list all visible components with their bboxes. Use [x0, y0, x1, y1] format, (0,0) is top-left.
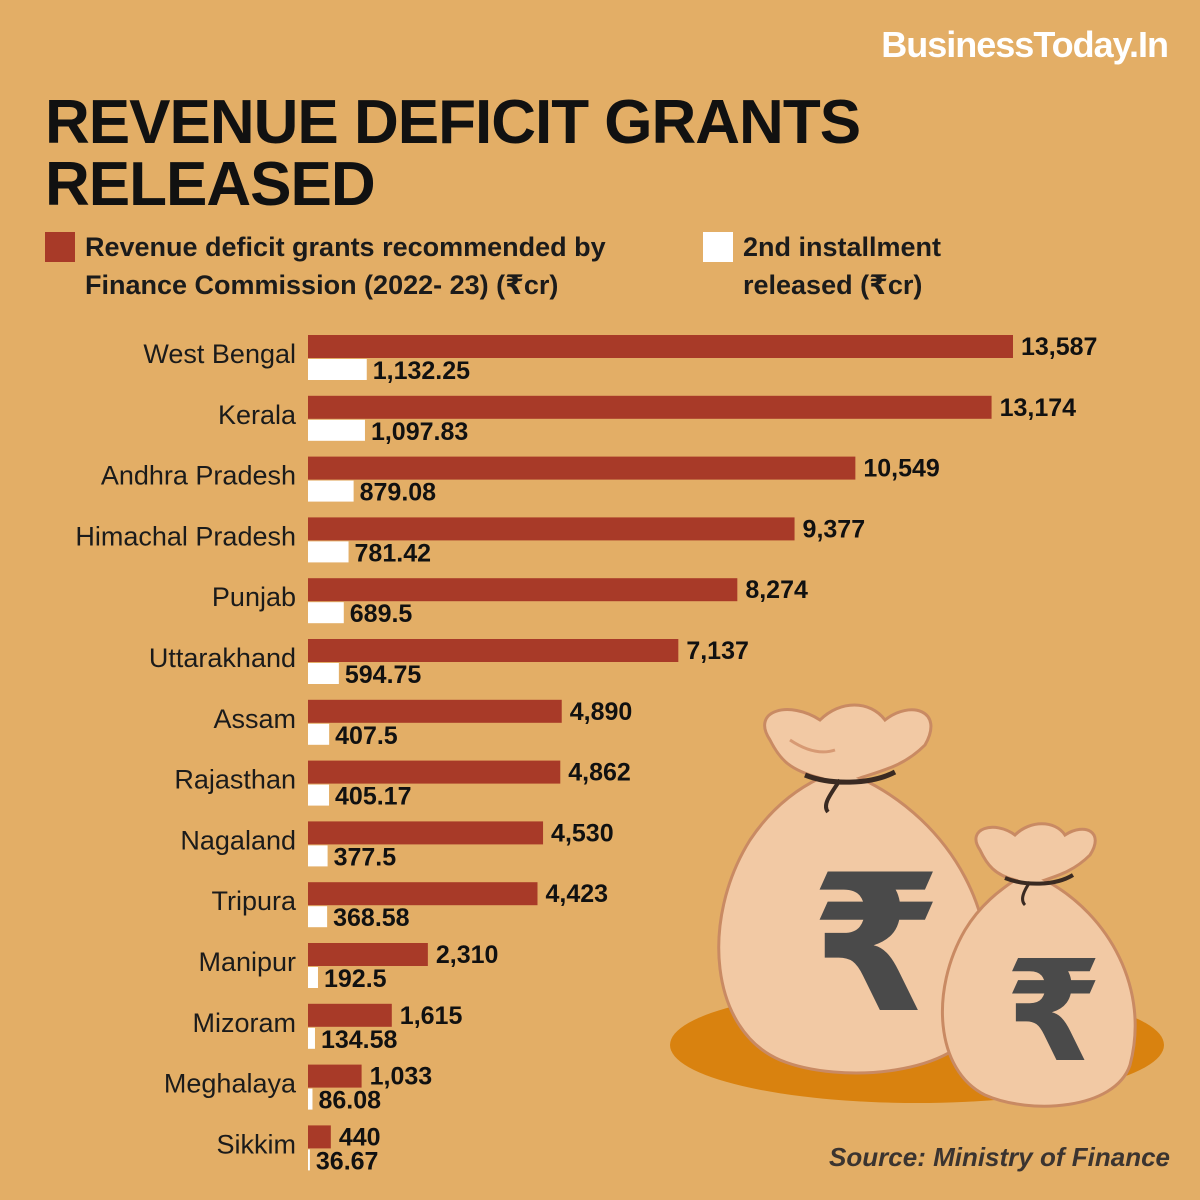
- category-label: Kerala: [218, 400, 297, 430]
- value-label-recommended: 4,423: [545, 880, 608, 908]
- bar-released: [308, 419, 365, 441]
- value-label-released: 407.5: [335, 722, 398, 750]
- value-label-recommended: 1,615: [400, 1002, 463, 1030]
- small-money-bag: ₹: [941, 822, 1137, 1108]
- bar-recommended: [308, 335, 1013, 358]
- bar-recommended: [308, 821, 544, 845]
- value-label-released: 134.58: [321, 1026, 398, 1054]
- value-label-recommended: 4,862: [568, 759, 631, 787]
- category-label: Mizoram: [192, 1008, 296, 1038]
- value-label-released: 192.5: [324, 965, 387, 993]
- bar-released: [308, 1149, 310, 1171]
- value-label-released: 36.67: [316, 1147, 379, 1175]
- category-label: Uttarakhand: [149, 643, 296, 673]
- value-label-recommended: 8,274: [745, 576, 808, 604]
- value-label-recommended: 4,530: [551, 819, 614, 847]
- legend-released: 2nd installment released (₹cr): [703, 228, 993, 304]
- bar-released: [308, 1088, 313, 1110]
- bar-released: [308, 784, 330, 806]
- bar-recommended: [308, 1064, 362, 1088]
- source-note: Source: Ministry of Finance: [829, 1142, 1170, 1172]
- value-label-released: 594.75: [345, 661, 422, 689]
- value-label-released: 377.5: [334, 843, 397, 871]
- bar-released: [308, 359, 367, 380]
- bar-released: [308, 541, 349, 563]
- value-label-recommended: 13,587: [1021, 333, 1097, 361]
- legend-swatch-released: [703, 232, 733, 262]
- category-label: Tripura: [211, 886, 297, 916]
- bar-recommended: [308, 699, 562, 723]
- chart-title: REVENUE DEFICIT GRANTS RELEASED: [45, 88, 861, 219]
- category-label: Meghalaya: [164, 1069, 297, 1099]
- value-label-recommended: 10,549: [863, 455, 939, 483]
- bar-released: [308, 723, 330, 745]
- rupee-icon: ₹: [1005, 931, 1102, 1094]
- bar-released: [308, 906, 328, 928]
- money-bags-illustration: ₹ ₹: [670, 703, 1164, 1108]
- legend-recommended: Revenue deficit grants recommended by Fi…: [45, 228, 665, 304]
- value-label-recommended: 2,310: [436, 941, 499, 969]
- bar-released: [308, 663, 339, 684]
- bar-released: [308, 602, 344, 624]
- bar-recommended: [308, 517, 795, 541]
- bar-recommended: [308, 1125, 331, 1149]
- category-label: Rajasthan: [174, 765, 296, 795]
- value-label-recommended: 1,033: [370, 1063, 433, 1091]
- bar-released: [308, 967, 318, 988]
- brand-logo: BusinessToday.In: [881, 24, 1169, 65]
- bar-recommended: [308, 882, 538, 906]
- category-label: Himachal Pradesh: [75, 521, 296, 551]
- category-label: Punjab: [212, 582, 296, 612]
- bar-recommended: [308, 395, 992, 419]
- legend-swatch-recommended: [45, 232, 75, 262]
- value-label-recommended: 4,890: [570, 698, 633, 726]
- category-label: Assam: [213, 704, 296, 734]
- bar-recommended: [308, 760, 561, 784]
- value-label-recommended: 13,174: [1000, 394, 1077, 422]
- category-label: Sikkim: [217, 1129, 297, 1159]
- value-label-released: 1,097.83: [371, 418, 468, 446]
- rupee-icon: ₹: [810, 834, 942, 1055]
- value-label-released: 405.17: [335, 783, 411, 811]
- bar-released: [308, 480, 354, 502]
- bar-recommended: [308, 578, 738, 602]
- value-label-released: 86.08: [318, 1087, 381, 1115]
- category-label: Manipur: [198, 947, 296, 977]
- value-label-released: 879.08: [360, 479, 437, 507]
- bar-recommended: [308, 456, 856, 480]
- value-label-released: 368.58: [333, 904, 410, 932]
- value-label-released: 689.5: [350, 600, 413, 628]
- value-label-released: 781.42: [355, 539, 431, 567]
- category-label: Andhra Pradesh: [101, 461, 296, 491]
- value-label-released: 1,132.25: [373, 357, 470, 385]
- bar-released: [308, 1027, 315, 1049]
- category-label: Nagaland: [180, 825, 296, 855]
- bar-released: [308, 845, 328, 867]
- bar-recommended: [308, 1003, 392, 1027]
- value-label-recommended: 9,377: [803, 515, 866, 543]
- legend-label-released: 2nd installment released (₹cr): [743, 232, 942, 300]
- value-label-recommended: 440: [339, 1123, 381, 1151]
- legend-label-recommended: Revenue deficit grants recommended by Fi…: [85, 232, 606, 300]
- category-label: West Bengal: [143, 339, 296, 369]
- bar-recommended: [308, 639, 679, 662]
- bar-recommended: [308, 943, 428, 966]
- value-label-recommended: 7,137: [686, 637, 749, 665]
